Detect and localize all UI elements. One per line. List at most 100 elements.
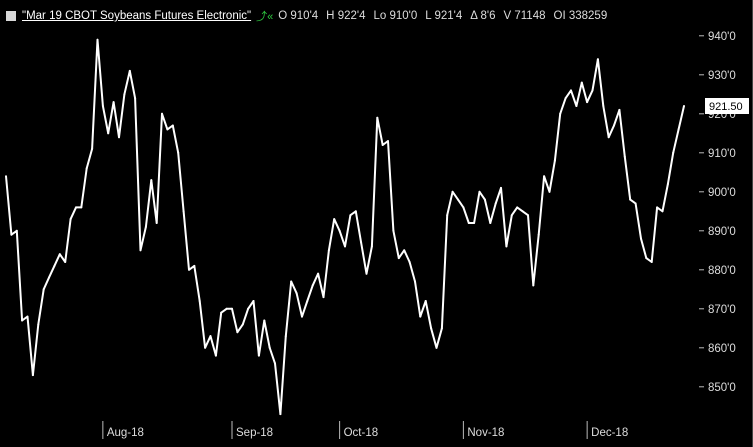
price-point <box>322 296 325 299</box>
price-point <box>414 280 416 283</box>
y-tick-label: 940'0 <box>708 31 736 43</box>
price-point <box>15 229 18 232</box>
price-point <box>42 288 45 291</box>
price-point <box>532 284 535 287</box>
price-point <box>144 225 147 228</box>
price-point <box>166 128 169 131</box>
price-point <box>403 249 406 252</box>
price-point <box>473 222 476 224</box>
price-point <box>204 346 207 349</box>
price-point <box>457 198 459 201</box>
price-point <box>10 233 13 236</box>
x-tick-label: Sep-18 <box>236 427 273 439</box>
price-point <box>527 214 529 217</box>
price-point <box>301 315 303 318</box>
price-point <box>139 249 142 252</box>
price-point <box>75 206 77 209</box>
price-point <box>327 249 330 252</box>
price-point <box>171 124 174 127</box>
price-point <box>344 245 346 248</box>
price-point <box>478 190 481 193</box>
last-value-label: 921.50 <box>709 101 743 113</box>
price-point <box>483 198 486 201</box>
price-point <box>570 89 572 92</box>
last-value-badge: 921.50 <box>705 98 749 114</box>
price-point <box>446 214 449 217</box>
price-point <box>548 190 551 193</box>
y-tick-label: 910'0 <box>708 148 736 160</box>
price-point <box>510 214 513 217</box>
price-point <box>381 144 384 146</box>
y-tick-label: 880'0 <box>708 265 736 277</box>
price-point <box>666 183 669 185</box>
price-point <box>440 327 443 330</box>
price-point <box>317 272 320 275</box>
stat-low: Lo 910'0 <box>373 10 418 22</box>
series-title-link[interactable]: "Mar 19 CBOT Soybeans Futures Electronic… <box>22 10 252 22</box>
legend-swatch[interactable] <box>6 11 16 21</box>
price-point <box>505 245 508 248</box>
price-point <box>284 335 287 338</box>
price-point <box>188 268 190 271</box>
price-point <box>370 245 373 248</box>
price-point <box>613 124 615 127</box>
price-point <box>247 307 250 310</box>
price-point <box>408 261 411 263</box>
price-point <box>591 89 594 92</box>
price-point <box>489 222 492 224</box>
chart-up-icon[interactable]: ⤴ <box>256 11 268 23</box>
price-point <box>564 97 567 100</box>
price-point <box>85 167 88 170</box>
stat-open: O 910'4 <box>278 10 319 22</box>
price-point <box>419 315 422 318</box>
price-point <box>279 413 282 416</box>
price-point <box>37 323 40 326</box>
price-point <box>150 179 153 182</box>
price-point <box>209 335 212 338</box>
price-point <box>397 257 400 260</box>
x-tick-label: Oct-18 <box>344 427 379 439</box>
price-point <box>214 354 217 357</box>
price-point <box>435 346 438 349</box>
price-point <box>387 140 389 143</box>
chart-action-icons[interactable]: ⤴« <box>256 8 273 24</box>
price-point <box>69 218 72 221</box>
price-point <box>618 108 621 111</box>
stat-volume: V 71148 <box>503 10 546 22</box>
price-point <box>274 362 276 365</box>
price-point <box>333 218 336 221</box>
price-point <box>661 210 664 213</box>
stat-last: L 921'4 <box>425 10 463 22</box>
price-point <box>338 229 341 232</box>
price-point <box>64 261 67 263</box>
y-tick-label: 900'0 <box>708 187 736 199</box>
price-point <box>462 206 465 209</box>
price-point <box>231 307 233 310</box>
y-tick-label: 850'0 <box>708 382 736 394</box>
price-point <box>672 151 675 154</box>
x-axis: Aug-18 Sep-18 Oct-18 Nov-18 Dec-18 <box>102 421 628 439</box>
price-point <box>128 69 131 72</box>
stat-change: Δ 8'6 <box>470 10 496 22</box>
x-tick-label: Aug-18 <box>107 427 144 439</box>
price-point <box>645 257 648 260</box>
price-point <box>677 128 680 131</box>
price-point <box>268 346 271 349</box>
price-point <box>656 206 659 209</box>
price-point <box>21 319 24 322</box>
price-point <box>257 354 260 357</box>
price-point <box>683 105 685 107</box>
price-point <box>161 112 163 115</box>
last-value-badge-box <box>705 98 749 114</box>
price-point <box>112 101 115 104</box>
price-point <box>360 241 363 244</box>
price-point <box>543 175 546 178</box>
stat-high: H 922'4 <box>326 10 366 22</box>
price-point <box>53 264 56 267</box>
rewind-icon[interactable]: « <box>267 11 274 23</box>
price-point <box>467 222 470 224</box>
price-point <box>252 300 255 302</box>
price-point <box>451 190 454 193</box>
price-point <box>193 264 196 267</box>
